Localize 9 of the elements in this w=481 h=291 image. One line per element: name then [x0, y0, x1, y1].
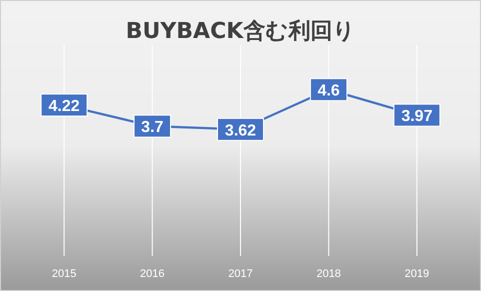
data-label: 3.62	[224, 122, 256, 140]
x-tick-label: 2015	[52, 268, 76, 280]
data-label: 4.22	[48, 98, 80, 116]
x-tick-label: 2017	[228, 268, 253, 280]
x-tick-label: 2018	[316, 268, 341, 280]
chart-title: BUYBACK含む利回り	[126, 19, 356, 44]
data-label: 3.97	[401, 108, 433, 126]
x-tick-label: 2019	[404, 268, 430, 280]
x-tick-label: 2016	[140, 268, 165, 280]
